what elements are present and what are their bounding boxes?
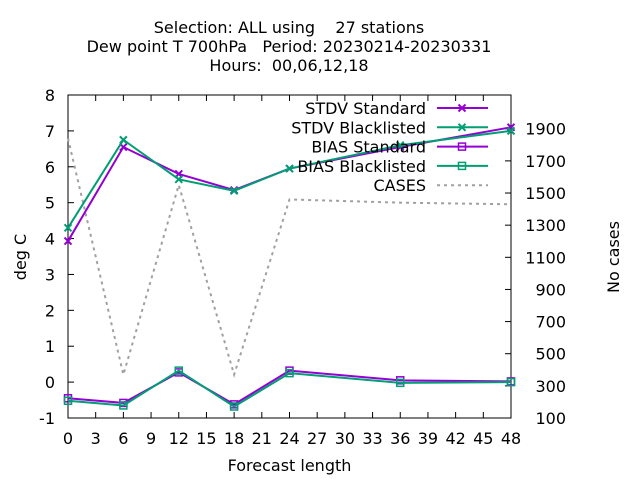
legend-label: BIAS Blacklisted: [297, 157, 426, 176]
data-point: [506, 126, 516, 136]
y2-tick-label: 700: [535, 313, 566, 332]
data-point: [229, 186, 239, 196]
x-tick-label: 27: [307, 429, 327, 448]
legend-marker: [457, 142, 467, 151]
y2-tick-label: 1300: [525, 216, 566, 235]
series-line: [67, 369, 512, 408]
chart-title-line: Dew point T 700hPa Period: 20230214-2023…: [87, 37, 492, 56]
y2-tick-label: 900: [535, 280, 566, 299]
y-tick-label: 1: [45, 337, 55, 356]
data-point: [285, 368, 294, 378]
y-tick-label: 7: [45, 122, 55, 141]
x-tick-label: 39: [418, 429, 438, 448]
x-tick-label: 15: [196, 429, 216, 448]
x-tick-label: 30: [335, 429, 355, 448]
data-point: [119, 135, 128, 145]
x-tick-label: 45: [473, 429, 493, 448]
legend-label: BIAS Standard: [311, 138, 426, 157]
data-point: [396, 141, 405, 150]
legend-item: BIAS Standard: [311, 138, 488, 157]
x-tick-label: 33: [362, 429, 382, 448]
legend-item: CASES: [373, 176, 488, 195]
y-tick-label: -1: [39, 409, 55, 428]
data-point: [63, 223, 73, 232]
y-tick-label: 2: [45, 301, 55, 320]
data-point: [174, 366, 183, 375]
data-point: [506, 377, 516, 387]
x-tick-label: 42: [445, 429, 465, 448]
legend-marker: [457, 123, 467, 132]
series-line: [67, 138, 512, 379]
chart-title-line: Hours: 00,06,12,18: [209, 56, 368, 75]
series-line: [67, 126, 512, 242]
legend-label: STDV Standard: [305, 99, 426, 118]
x-tick-label: 9: [146, 429, 156, 448]
y2-axis: 100 300 500 700 900 1100 1300 1500 1700 1900: [505, 120, 566, 428]
y2-tick-label: 500: [535, 345, 566, 364]
legend-marker: [457, 103, 467, 113]
x-tick-label: 48: [501, 429, 521, 448]
series-line: [67, 129, 512, 229]
x-tick-label: 18: [224, 429, 244, 448]
y2-tick-label: 1700: [525, 152, 566, 171]
x-tick-label: 6: [118, 429, 128, 448]
y2-tick-label: 1100: [525, 248, 566, 267]
legend-marker: [457, 161, 467, 171]
data-point: [229, 402, 239, 411]
y2-tick-label: 100: [535, 409, 566, 428]
series-bias-blacklisted: [63, 366, 516, 411]
data-point: [63, 236, 73, 246]
x-tick-label: 0: [63, 429, 73, 448]
data-point: [285, 164, 294, 173]
x-tick-label: 24: [279, 429, 299, 448]
series-cases: [67, 138, 512, 379]
legend-item: STDV Blacklisted: [291, 118, 488, 137]
legend-label: CASES: [373, 176, 426, 195]
y-tick-label: 4: [45, 230, 55, 249]
x-tick-label: 21: [252, 429, 272, 448]
series-stdv-standard: [63, 123, 516, 246]
x-axis-label: Forecast length: [228, 456, 352, 475]
x-axis: 0 3 6 9 12 15 18 21 24 27 30 33 36 39 42 45 48: [63, 95, 521, 448]
legend-item: BIAS Blacklisted: [297, 157, 488, 176]
y-axis-label: deg C: [11, 234, 30, 280]
data-point: [119, 401, 128, 410]
series-stdv-blacklisted: [63, 126, 516, 232]
y2-tick-label: 300: [535, 377, 566, 396]
data-point: [174, 175, 183, 184]
x-tick-label: 3: [91, 429, 101, 448]
y-tick-label: 5: [45, 194, 55, 213]
y2-tick-label: 1500: [525, 184, 566, 203]
data-point: [63, 396, 73, 406]
legend-item: STDV Standard: [305, 99, 488, 118]
series-line: [67, 369, 512, 406]
series-layer: [63, 123, 516, 411]
y-tick-label: 8: [45, 86, 55, 105]
y2-tick-label: 1900: [525, 120, 566, 139]
y-tick-label: 3: [45, 265, 55, 284]
legend-label: STDV Blacklisted: [291, 118, 426, 137]
y-tick-label: 0: [45, 373, 55, 392]
y-tick-label: 6: [45, 158, 55, 177]
chart-title-line: Selection: ALL using 27 stations: [154, 18, 424, 37]
x-tick-label: 36: [390, 429, 410, 448]
data-point: [396, 378, 405, 388]
y-axis: -1 0 1 2 3 4 5 6 7 8: [39, 86, 74, 428]
x-tick-label: 12: [169, 429, 189, 448]
y2-axis-label: No cases: [604, 221, 623, 293]
